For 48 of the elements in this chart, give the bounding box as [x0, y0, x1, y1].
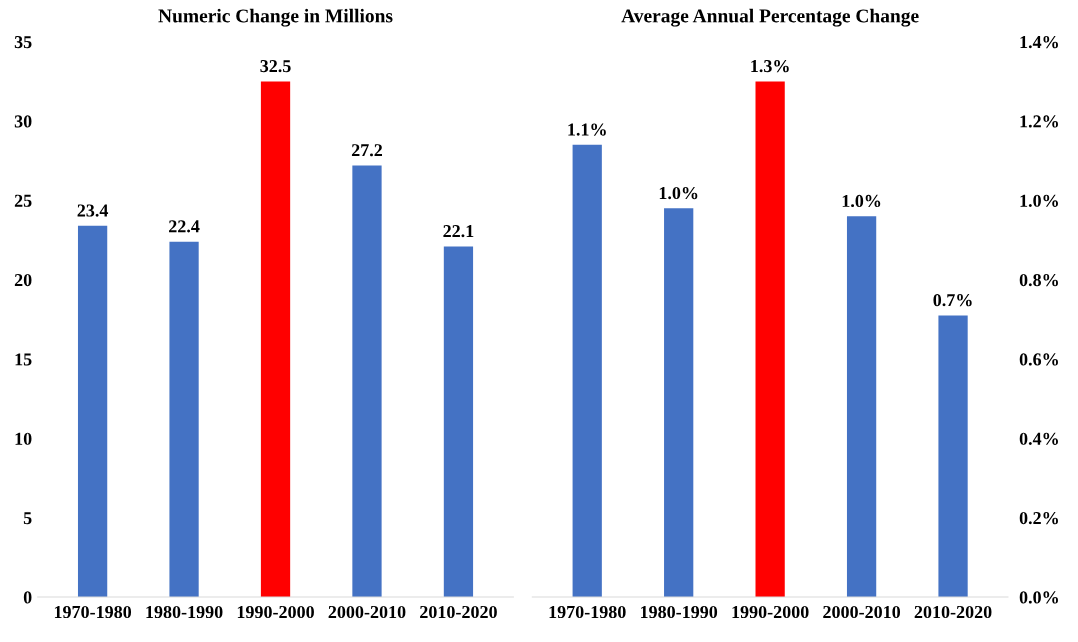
y-tick-label: 35 — [14, 36, 32, 49]
bar — [77, 225, 108, 598]
data-label: 32.5 — [260, 60, 291, 73]
x-tick-label: 1970-1980 — [549, 605, 626, 619]
data-label: 23.4 — [77, 204, 109, 217]
data-label: 1.0% — [659, 186, 698, 200]
data-label: 22.1 — [443, 225, 474, 238]
data-label: 1.0% — [842, 194, 881, 208]
data-label: 0.7% — [933, 294, 972, 307]
y2-tick-label: 0.6% — [1019, 353, 1058, 366]
y2-tick-label: 1.2% — [1020, 115, 1058, 128]
data-label: 22.4 — [169, 220, 200, 233]
data-label: 1.3% — [751, 59, 789, 73]
x-tick-label: 2000-2010 — [328, 605, 406, 619]
x-tick-label: 1970-1980 — [54, 605, 132, 619]
y-tick-label: 20 — [14, 273, 32, 287]
bar — [443, 246, 474, 598]
bar — [755, 81, 785, 598]
chart-title: Average Annual Percentage Change — [621, 8, 919, 27]
bar — [938, 315, 968, 598]
x-tick-label: 2000-2010 — [823, 605, 901, 619]
y-tick-label: 5 — [23, 512, 32, 525]
data-label: 1.1% — [568, 123, 606, 136]
y2-tick-label: 1.4% — [1020, 35, 1058, 49]
y-tick-label: 25 — [14, 194, 32, 207]
x-tick-label: 2010-2020 — [420, 605, 497, 619]
y2-tick-label: 0.4% — [1019, 432, 1058, 445]
bar — [664, 208, 694, 598]
y2-tick-label: 1.0% — [1020, 194, 1058, 207]
data-label: 27.2 — [351, 144, 383, 157]
y2-tick-label: 0.0% — [1019, 591, 1058, 604]
bar — [846, 216, 877, 598]
y2-tick-label: 0.8% — [1019, 273, 1058, 287]
bar — [169, 241, 199, 598]
bar — [572, 144, 602, 598]
y2-tick-label: 0.2% — [1019, 511, 1058, 525]
x-tick-label: 1980-1990 — [641, 605, 718, 619]
x-tick-label: 1990-2000 — [732, 605, 809, 619]
x-tick-label: 2010-2020 — [914, 605, 992, 619]
y-tick-label: 15 — [15, 353, 32, 366]
y-tick-label: 30 — [14, 115, 32, 128]
x-tick-label: 1980-1990 — [146, 605, 223, 619]
y-tick-label: 10 — [15, 432, 32, 445]
x-tick-label: 1990-2000 — [237, 605, 314, 619]
bar — [260, 81, 291, 598]
y-tick-label: 0 — [23, 591, 32, 604]
bar — [352, 165, 382, 598]
chart-title: Numeric Change in Millions — [158, 8, 393, 27]
